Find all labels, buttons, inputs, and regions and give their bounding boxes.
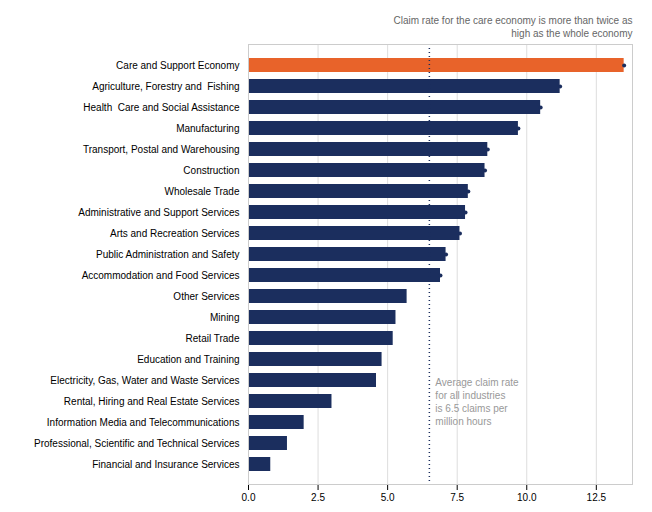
svg-text:12.5: 12.5 <box>587 492 607 503</box>
svg-text:Professional, Scientific and T: Professional, Scientific and Technical S… <box>34 438 239 449</box>
svg-text:Information Media and Telecomm: Information Media and Telecommunications <box>47 417 240 428</box>
svg-text:Transport, Postal and Warehous: Transport, Postal and Warehousing <box>83 144 240 155</box>
svg-text:Arts and Recreation Services: Arts and Recreation Services <box>110 228 240 239</box>
svg-text:Financial and Insurance Servic: Financial and Insurance Services <box>92 459 239 470</box>
svg-text:Health Care and Social Assist: Health Care and Social Assistance <box>83 102 240 113</box>
svg-text:Care and Support Economy: Care and Support Economy <box>116 60 239 71</box>
svg-text:10.0: 10.0 <box>517 492 537 503</box>
svg-text:Claim rate for the care econom: Claim rate for the care economy is more … <box>394 15 633 39</box>
svg-text:Manufacturing: Manufacturing <box>176 123 239 134</box>
svg-text:Retail Trade: Retail Trade <box>186 333 240 344</box>
svg-text:Rental, Hiring and Real Estate: Rental, Hiring and Real Estate Services <box>64 396 240 407</box>
svg-text:Construction: Construction <box>183 165 239 176</box>
svg-text:Accommodation and Food Service: Accommodation and Food Services <box>82 270 240 281</box>
svg-text:Education and Training: Education and Training <box>137 354 239 365</box>
svg-text:Agriculture, Forestry and Fis: Agriculture, Forestry and Fishing <box>92 81 239 92</box>
svg-text:Public Administration and Safe: Public Administration and Safety <box>96 249 239 260</box>
svg-text:2.5: 2.5 <box>311 492 325 503</box>
svg-text:Other Services: Other Services <box>173 291 239 302</box>
svg-text:7.5: 7.5 <box>450 492 464 503</box>
svg-text:Average claim ratefor all indu: Average claim ratefor all industriesis 6… <box>435 377 519 427</box>
svg-text:Mining: Mining <box>210 312 239 323</box>
svg-text:5.0: 5.0 <box>381 492 395 503</box>
svg-text:0.0: 0.0 <box>242 492 256 503</box>
svg-text:Administrative and Support Ser: Administrative and Support Services <box>78 207 239 218</box>
svg-text:Electricity, Gas, Water and Wa: Electricity, Gas, Water and Waste Servic… <box>50 375 239 386</box>
svg-text:Wholesale Trade: Wholesale Trade <box>164 186 239 197</box>
